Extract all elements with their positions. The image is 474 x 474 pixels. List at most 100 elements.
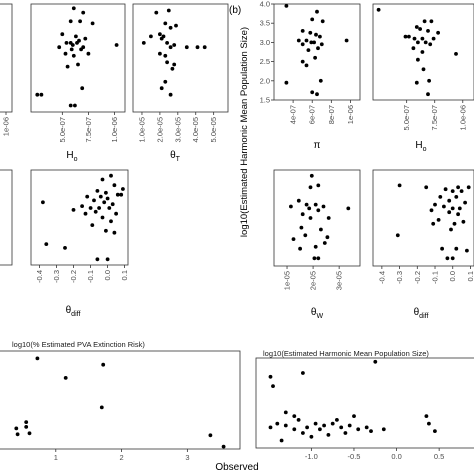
data-point <box>165 41 170 45</box>
data-point <box>170 66 175 71</box>
data-point <box>347 423 352 428</box>
x-axis-label-observed: Observed <box>215 462 258 473</box>
data-point <box>90 21 95 26</box>
data-point <box>166 8 171 13</box>
panel-frame <box>372 169 474 267</box>
y-tick-label: 3.5 <box>260 19 270 28</box>
data-point <box>27 431 32 436</box>
data-point <box>454 195 459 199</box>
data-point <box>414 80 419 85</box>
data-point <box>35 356 40 361</box>
data-point <box>83 36 88 41</box>
data-point <box>39 92 44 97</box>
data-point <box>414 25 419 29</box>
x-tick-label: 2 <box>120 453 124 462</box>
data-point <box>304 202 309 207</box>
x-tick-label: 3 <box>185 453 189 462</box>
data-point <box>364 425 369 430</box>
x-tick-label: -0.2 <box>69 270 78 283</box>
data-point <box>395 233 400 238</box>
x-tick-label: 0.0 <box>103 270 112 280</box>
data-point <box>313 202 318 207</box>
data-point <box>109 173 113 178</box>
data-point <box>68 19 73 24</box>
data-point <box>80 86 85 91</box>
data-point <box>81 10 86 15</box>
x-axis-label: θW <box>311 307 324 320</box>
panel-a-ho: 5.0e-07 7.5e-07 1.0e-06 Ho <box>30 3 126 163</box>
data-point <box>397 183 402 188</box>
data-point <box>100 177 105 182</box>
data-point <box>418 27 422 31</box>
data-point <box>69 47 74 52</box>
y-axis-label-b: log10(Estimated Harmonic Mean Population… <box>239 27 250 237</box>
x-tick-label: 3.0e-05 <box>173 117 182 142</box>
data-point <box>163 53 168 58</box>
data-point <box>172 43 177 47</box>
data-point <box>104 190 108 195</box>
data-point <box>429 19 434 24</box>
data-point <box>141 41 146 45</box>
panel-frame <box>132 3 229 113</box>
panel-frame <box>30 3 126 113</box>
x-tick-label: 1.0e-06 <box>458 105 467 130</box>
y-tick-label: 4.0 <box>260 0 270 9</box>
data-point <box>121 187 125 191</box>
panel-a-row2-left-partial <box>0 169 13 266</box>
x-tick-label: -1.0 <box>305 452 318 461</box>
data-point <box>300 29 305 33</box>
data-point <box>168 92 173 97</box>
data-point <box>421 67 426 72</box>
data-point <box>306 48 311 52</box>
data-point <box>339 425 344 430</box>
data-point <box>73 103 77 108</box>
data-point <box>304 38 309 43</box>
data-point <box>41 200 45 205</box>
panel-a-theta-diff: -0.4 -0.3 -0.2 -0.1 0.0 0.1 θdiff <box>30 169 129 318</box>
data-point <box>303 233 308 238</box>
x-tick-label: 1.0e-05 <box>138 117 147 142</box>
data-point <box>208 433 213 438</box>
data-point <box>373 359 378 364</box>
data-point <box>456 212 460 217</box>
data-point <box>309 173 314 178</box>
data-point <box>343 431 348 435</box>
data-point <box>411 46 416 51</box>
data-point <box>85 194 90 199</box>
x-tick-label: -0.1 <box>431 271 440 284</box>
data-point <box>356 427 361 432</box>
data-point <box>158 51 162 56</box>
data-point <box>114 43 119 47</box>
x-tick-label: 3e-05 <box>335 271 344 290</box>
data-point <box>438 195 443 199</box>
data-point <box>292 427 297 432</box>
panel-frame <box>0 3 13 113</box>
panel-a-left-partial: 1e-06 <box>0 3 13 136</box>
data-point <box>163 79 168 84</box>
data-point <box>100 215 105 220</box>
data-point <box>300 212 305 217</box>
data-point <box>57 45 62 50</box>
x-tick-label: 1e-06 <box>346 105 355 124</box>
data-point <box>159 36 164 41</box>
data-point <box>315 92 319 97</box>
data-point <box>301 431 305 435</box>
data-point <box>422 19 427 24</box>
x-tick-label: -0.3 <box>395 271 404 284</box>
data-point <box>296 198 301 203</box>
panel-c-extinction-risk: 1 2 3 <box>0 350 241 462</box>
data-point <box>407 34 411 39</box>
panel-b-pi: 4e-07 6e-07 8e-07 1e-06 1.5 2.0 2.5 3.0 3.5 4.0 π <box>260 0 361 151</box>
x-tick-label: -0.4 <box>35 270 44 283</box>
data-point <box>416 57 420 62</box>
data-point <box>307 206 312 211</box>
data-point <box>369 429 373 433</box>
data-point <box>450 256 455 261</box>
data-point <box>24 425 29 429</box>
data-point <box>149 34 153 39</box>
data-point <box>319 227 323 232</box>
data-point <box>308 185 313 190</box>
data-point <box>436 218 441 222</box>
data-point <box>344 38 349 43</box>
data-point <box>403 34 408 39</box>
